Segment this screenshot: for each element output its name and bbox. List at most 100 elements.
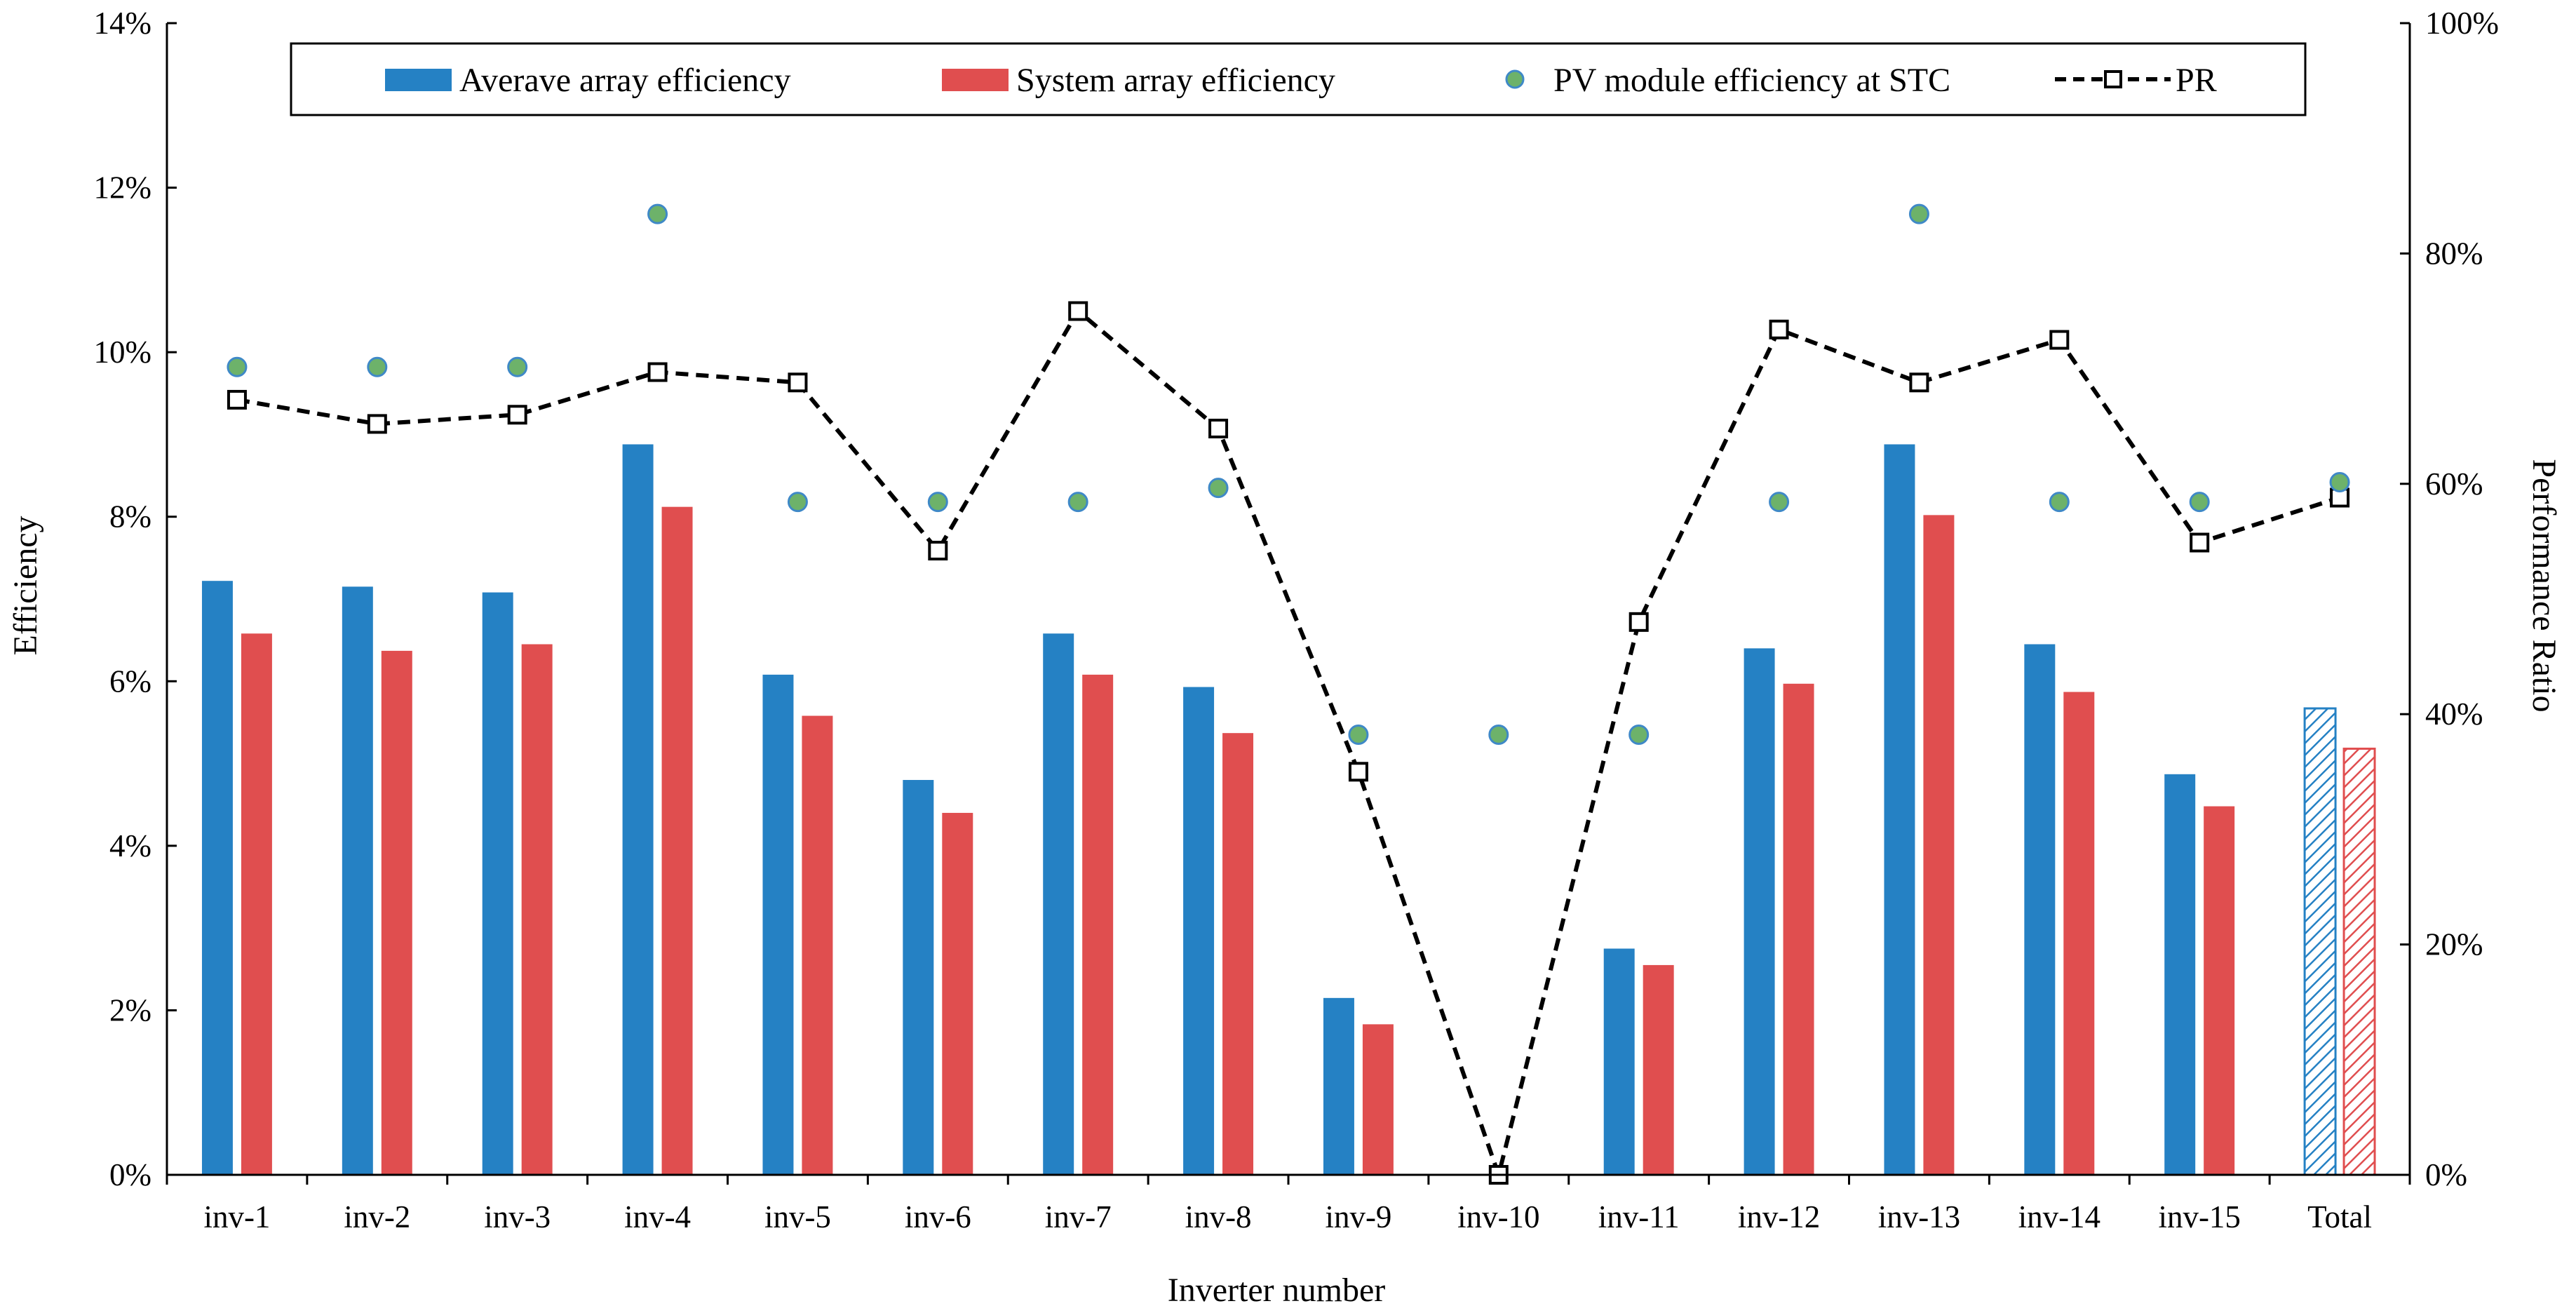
pv-efficiency-dot (507, 356, 528, 377)
left-tick-label: 0% (109, 1157, 151, 1192)
left-axis-ticks: 0% 2% 4% 6% 8% 10% 12% 14% (94, 6, 177, 1192)
legend-label-average: Averave array efficiency (459, 62, 791, 99)
series-system-array-efficiency (241, 506, 2376, 1176)
x-axis-ticks: inv-1 inv-2 inv-3 inv-4 inv-5 inv-6 inv-7 inv-8… (166, 1175, 2411, 1234)
legend-item-average-array-efficiency: Averave array efficiency (385, 62, 791, 99)
legend-label-system: System array efficiency (1016, 62, 1335, 99)
left-tick-label: 4% (109, 828, 151, 863)
pv-efficiency-dot (787, 492, 808, 513)
x-tick-label: inv-4 (624, 1199, 691, 1234)
pv-efficiency-dot (647, 203, 668, 224)
left-tick-label: 2% (109, 992, 151, 1028)
right-tick-label: 20% (2425, 927, 2483, 962)
bar-system (802, 715, 833, 1175)
pr-marker (647, 362, 668, 382)
pv-efficiency-dot (2049, 492, 2070, 513)
pr-marker (788, 372, 808, 393)
x-tick-label: inv-1 (203, 1199, 270, 1234)
bar-system (1923, 515, 1955, 1175)
right-tick-label: 60% (2425, 466, 2483, 501)
bar-system (2342, 747, 2376, 1176)
left-tick-label: 10% (94, 335, 152, 370)
legend-swatch-average (385, 69, 452, 91)
pr-marker (1909, 372, 1929, 393)
legend-swatch-system (942, 69, 1009, 91)
pr-marker (1068, 301, 1088, 321)
bar-system (2063, 692, 2095, 1175)
bar-average (201, 581, 233, 1175)
bar-system (241, 633, 272, 1175)
bar-average (1744, 648, 1775, 1175)
pv-efficiency-dot (1208, 478, 1229, 499)
x-tick-label: inv-14 (2018, 1199, 2101, 1234)
x-tick-label: inv-9 (1325, 1199, 1391, 1234)
right-tick-label: 0% (2425, 1157, 2467, 1192)
pr-marker (1628, 612, 1649, 632)
bar-system (1643, 964, 1674, 1175)
bar-average (762, 674, 794, 1175)
pv-efficiency-dot (1067, 492, 1088, 513)
pr-marker (2049, 330, 2070, 350)
x-tick-label: inv-8 (1185, 1199, 1252, 1234)
legend-item-pv-module-efficiency: PV module efficiency at STC (1505, 62, 1950, 99)
y2-axis-title: Performance Ratio (2526, 459, 2563, 712)
pv-efficiency-dot (227, 356, 248, 377)
series-pr (227, 301, 2350, 1185)
pv-efficiency-dot (2329, 471, 2350, 492)
bar-system (942, 812, 973, 1175)
pv-efficiency-dot (1348, 725, 1369, 746)
bar-system (1362, 1024, 1394, 1175)
bar-average (2024, 644, 2056, 1175)
right-axis-ticks: 0% 20% 40% 60% 80% 100% (2400, 6, 2499, 1192)
pr-marker (507, 405, 527, 425)
bar-system (2204, 806, 2235, 1175)
x-tick-label: inv-2 (344, 1199, 410, 1234)
x-tick-label: inv-10 (1457, 1199, 1540, 1234)
pr-marker (1348, 762, 1368, 782)
x-tick-label: inv-7 (1045, 1199, 1112, 1234)
legend-label-pv-module: PV module efficiency at STC (1553, 62, 1950, 99)
pv-efficiency-dot (1769, 492, 1790, 513)
pv-efficiency-dot (1628, 725, 1650, 746)
bar-system (661, 506, 693, 1175)
plot-area (201, 203, 2376, 1185)
x-tick-label: inv-3 (484, 1199, 551, 1234)
bar-system (381, 650, 412, 1175)
legend-marker-pr (2104, 70, 2122, 88)
x-tick-label: Total (2307, 1199, 2372, 1234)
x-axis-title: Inverter number (1168, 1272, 1386, 1309)
bar-system (1783, 683, 1814, 1175)
bar-average (2303, 707, 2337, 1176)
x-tick-label: inv-15 (2158, 1199, 2241, 1234)
y-axis-title: Efficiency (7, 516, 44, 655)
bar-average (1323, 997, 1354, 1175)
bar-average (1603, 948, 1635, 1175)
pv-efficiency-dot (1488, 725, 1509, 746)
right-tick-label: 80% (2425, 236, 2483, 271)
series-average-array-efficiency (201, 444, 2337, 1176)
pv-efficiency-dot (1908, 203, 1929, 224)
bar-average (903, 780, 934, 1175)
bar-average (622, 444, 654, 1175)
bar-average (342, 586, 373, 1175)
legend-border (290, 42, 2307, 116)
series-pv-module-efficiency (227, 203, 2350, 746)
left-tick-label: 14% (94, 6, 152, 41)
x-tick-label: inv-5 (764, 1199, 831, 1234)
bar-average (1043, 633, 1074, 1175)
bar-system (1222, 733, 1254, 1175)
bar-average (2164, 774, 2196, 1175)
pv-efficiency-dot (2189, 492, 2210, 513)
left-tick-label: 6% (109, 664, 151, 699)
bar-average (1884, 444, 1915, 1175)
pr-marker (928, 541, 948, 561)
bar-average (482, 592, 513, 1175)
pr-marker (1208, 418, 1229, 438)
pr-marker (367, 414, 387, 434)
pr-marker (227, 389, 247, 410)
pv-efficiency-dot (927, 492, 948, 513)
bar-average (1183, 687, 1215, 1175)
x-tick-label: inv-11 (1598, 1199, 1680, 1234)
pr-marker (2190, 532, 2210, 553)
